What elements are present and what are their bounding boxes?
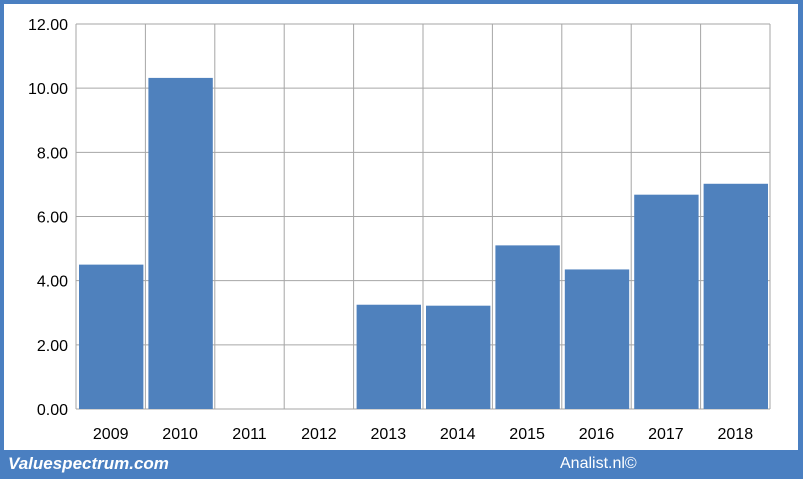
x-tick-label: 2011 <box>232 426 267 443</box>
bar-2015 <box>495 245 560 409</box>
y-tick-label: 0.00 <box>37 402 68 419</box>
chart-panel: 0.00 2.00 4.00 6.00 8.00 10.00 12.00 2009 2010 20… <box>4 4 798 450</box>
x-tick-label: 2018 <box>718 426 754 443</box>
bar-2009 <box>79 264 144 409</box>
bar-2016 <box>564 269 630 409</box>
x-tick-label: 2013 <box>371 426 407 443</box>
y-tick-label: 8.00 <box>37 145 68 162</box>
y-tick-label: 2.00 <box>37 338 68 355</box>
x-tick-label: 2012 <box>301 426 337 443</box>
x-tick-label: 2010 <box>162 426 198 443</box>
y-tick-label: 10.00 <box>28 81 68 98</box>
x-tick-label: 2017 <box>648 426 684 443</box>
y-tick-label: 12.00 <box>28 17 68 34</box>
bar-2014 <box>426 305 491 409</box>
y-tick-label: 4.00 <box>37 274 68 291</box>
footer: Valuespectrum.com Analist.nl© <box>0 452 803 479</box>
bar-2018 <box>703 183 768 409</box>
analist-brand: Analist.nl© <box>560 455 637 472</box>
x-tick-label: 2009 <box>93 426 129 443</box>
valuespectrum-brand: Valuespectrum.com <box>8 454 169 473</box>
x-tick-label: 2015 <box>509 426 545 443</box>
bar-2017 <box>634 194 699 409</box>
bar-2010 <box>148 77 213 410</box>
bar-chart: 0.00 2.00 4.00 6.00 8.00 10.00 12.00 2009 2010 20… <box>28 17 771 443</box>
x-tick-label: 2014 <box>440 426 476 443</box>
x-tick-label: 2016 <box>579 426 615 443</box>
bar-2013 <box>356 304 421 409</box>
y-tick-label: 6.00 <box>37 210 68 227</box>
